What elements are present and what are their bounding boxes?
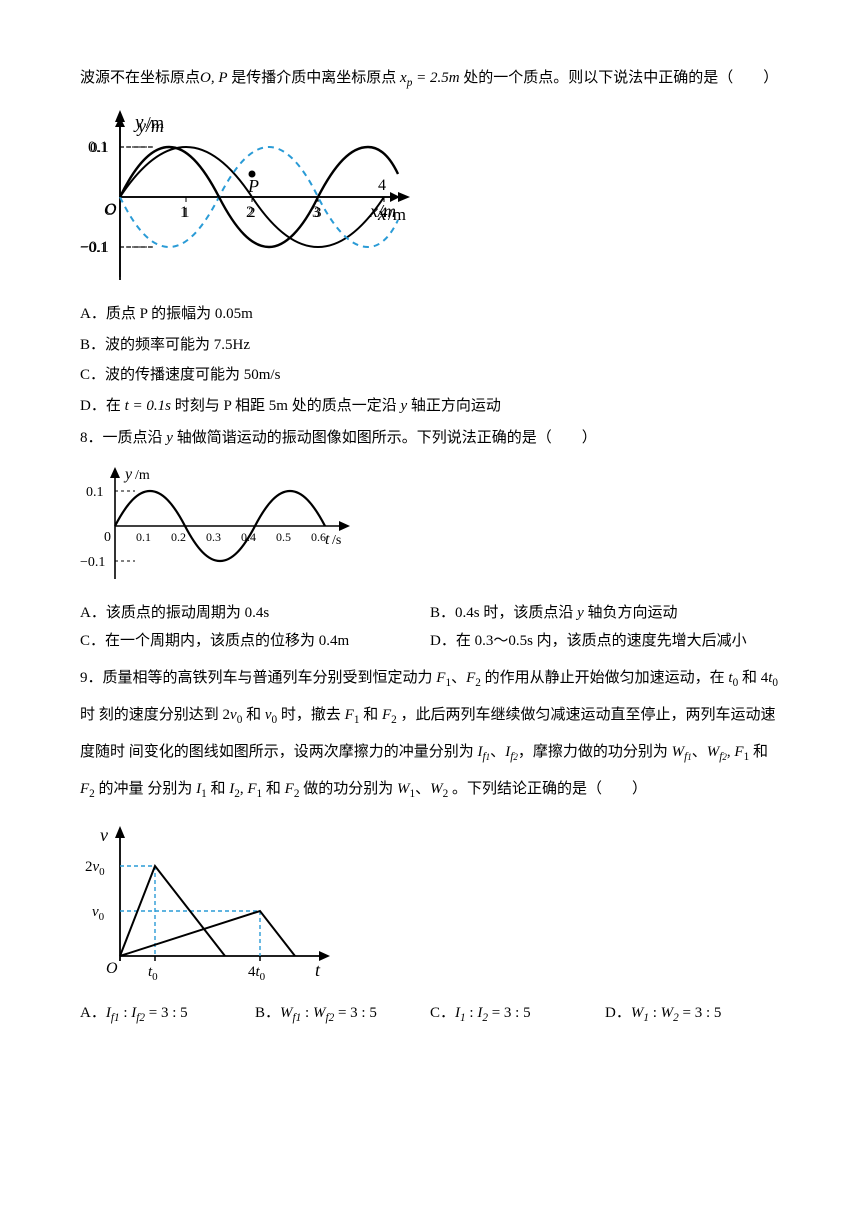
q7-xp: xp = 2.5m	[400, 70, 460, 86]
q8-optB: B．0.4s 时，该质点沿 y 轴负方向运动	[430, 599, 780, 628]
q9-stem: 9．质量相等的高铁列车与普通列车分别受到恒定动力 F1、F2 的作用从静止开始做…	[80, 660, 780, 808]
svg-text:0: 0	[104, 530, 111, 545]
q7-P-label: P	[247, 176, 259, 196]
q7-OP: O, P	[200, 70, 228, 86]
svg-text:/m: /m	[135, 468, 150, 483]
svg-text:x: x	[377, 204, 387, 225]
svg-text:O: O	[106, 960, 118, 977]
svg-text:t: t	[315, 960, 321, 980]
q7-figure: 0.1 −0.1 y/m x/m O 1 2 3 4 0.1 −0.1 y /m…	[80, 102, 780, 292]
q8-optA: A．该质点的振动周期为 0.4s	[80, 599, 430, 628]
svg-text:4: 4	[378, 177, 386, 194]
q9-optA: A．If1 : If2 = 3 : 5	[80, 999, 255, 1029]
svg-text:0.2: 0.2	[171, 530, 186, 544]
svg-text:v0: v0	[92, 904, 105, 923]
svg-text:0.6: 0.6	[311, 530, 326, 544]
q8-optD: D．在 0.3～0.5s 内，该质点的速度先增大后减小	[430, 627, 780, 656]
svg-text:−0.1: −0.1	[80, 555, 105, 570]
q8-figure: y /m t /s 0.1 −0.1 0 0.1 0.2 0.3 0.4 0.5…	[80, 461, 780, 591]
svg-text:O: O	[104, 200, 116, 219]
q9-optB: B．Wf1 : Wf2 = 3 : 5	[255, 999, 430, 1029]
q7-stem-post: 处的一个质点。则以下说法中正确的是（ ）	[460, 70, 779, 86]
svg-text:v: v	[100, 825, 108, 845]
svg-text:1: 1	[180, 204, 188, 221]
svg-text:2v0: 2v0	[85, 859, 105, 878]
q7-optD: D．在 t = 0.1s 时刻与 P 相距 5m 处的质点一定沿 y 轴正方向运…	[80, 392, 780, 421]
q7-optB: B．波的频率可能为 7.5Hz	[80, 331, 780, 360]
q7-optC: C．波的传播速度可能为 50m/s	[80, 361, 780, 390]
svg-text:y: y	[133, 112, 144, 133]
svg-text:y: y	[123, 466, 133, 483]
q7-optA: A．质点 P 的振幅为 0.05m	[80, 300, 780, 329]
q8-stem: 8．一质点沿 y 轴做简谐运动的振动图像如图所示。下列说法正确的是（ ）	[80, 424, 780, 453]
q9-optC: C．I1 : I2 = 3 : 5	[430, 999, 605, 1029]
svg-text:t0: t0	[148, 964, 158, 983]
svg-text:0.1: 0.1	[86, 485, 104, 500]
q7-stem-mid: 是传播介质中离坐标原点	[228, 70, 401, 86]
svg-text:/m: /m	[146, 113, 164, 132]
q7-stem: 波源不在坐标原点O, P 是传播介质中离坐标原点 xp = 2.5m 处的一个质…	[80, 64, 780, 94]
svg-text:4t0: 4t0	[248, 964, 266, 983]
q9-figure: v t O 2v0 v0 t0 4t0	[80, 816, 780, 991]
svg-text:−0.1: −0.1	[80, 239, 109, 256]
q8-options: A．该质点的振动周期为 0.4s B．0.4s 时，该质点沿 y 轴负方向运动 …	[80, 599, 780, 656]
q8-optC: C．在一个周期内，该质点的位移为 0.4m	[80, 627, 430, 656]
q7-options: A．质点 P 的振幅为 0.05m B．波的频率可能为 7.5Hz C．波的传播…	[80, 300, 780, 420]
svg-text:/s: /s	[332, 533, 341, 548]
svg-text:0.1: 0.1	[88, 139, 108, 156]
q7-stem-pre: 波源不在坐标原点	[80, 70, 200, 86]
svg-text:0.1: 0.1	[136, 530, 151, 544]
q9-options: A．If1 : If2 = 3 : 5 B．Wf1 : Wf2 = 3 : 5 …	[80, 999, 780, 1029]
svg-text:0.3: 0.3	[206, 530, 221, 544]
svg-text:0.5: 0.5	[276, 530, 291, 544]
q9-optD: D．W1 : W2 = 3 : 5	[605, 999, 780, 1029]
svg-text:2: 2	[246, 204, 254, 221]
